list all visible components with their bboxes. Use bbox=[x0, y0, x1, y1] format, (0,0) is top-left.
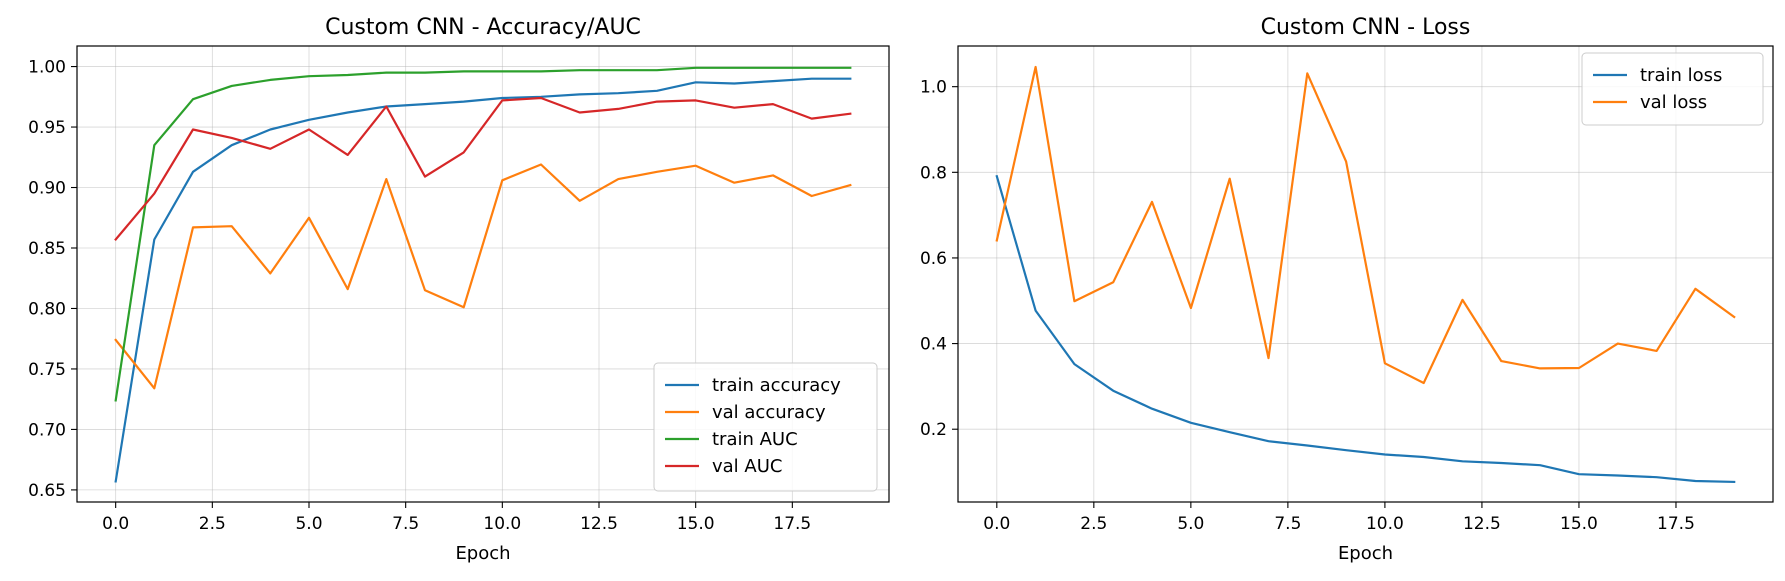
x-tick-label: 12.5 bbox=[580, 514, 618, 534]
x-axis-label: Epoch bbox=[455, 543, 510, 564]
x-tick-label: 17.5 bbox=[1657, 514, 1695, 534]
y-tick-label: 0.70 bbox=[28, 420, 66, 440]
y-tick-label: 0.85 bbox=[28, 239, 66, 259]
x-tick-label: 12.5 bbox=[1463, 514, 1501, 534]
x-tick-label: 17.5 bbox=[773, 514, 811, 534]
x-tick-label: 7.5 bbox=[392, 514, 419, 534]
series-line-val-loss bbox=[995, 65, 1736, 385]
legend-box bbox=[1581, 52, 1764, 126]
series-line-val-auc bbox=[114, 96, 852, 242]
x-axis-label: Epoch bbox=[1338, 543, 1393, 564]
y-tick-label: 1.0 bbox=[920, 78, 947, 98]
x-tick-label: 10.0 bbox=[1366, 514, 1404, 534]
x-tick-label: 2.5 bbox=[199, 514, 226, 534]
legend-label: train accuracy bbox=[712, 375, 841, 396]
y-ticks: 0.2 0.4 0.6 0.8 1.0 bbox=[920, 78, 958, 440]
y-tick-label: 0.2 bbox=[920, 420, 947, 440]
loss-panel: 0.0 2.5 5.0 7.5 10.0 12.5 15.0 17.5 0.20.40.60.… bbox=[920, 15, 1774, 564]
legend-box bbox=[653, 362, 878, 492]
x-tick-label: 2.5 bbox=[1080, 514, 1107, 534]
chart-title: Custom CNN - Loss bbox=[1261, 15, 1471, 40]
series-lines bbox=[995, 65, 1736, 484]
y-tick-label: 0.4 bbox=[920, 335, 947, 355]
series-line-train-auc bbox=[114, 66, 852, 402]
legend-label: val AUC bbox=[712, 456, 782, 477]
x-tick-label: 5.0 bbox=[295, 514, 322, 534]
x-tick-label: 7.5 bbox=[1274, 514, 1301, 534]
y-ticks: 0.65 0.70 0.75 0.80 0.85 0.90 0.95 1.00 bbox=[28, 58, 77, 501]
x-tick-label: 0.0 bbox=[983, 514, 1010, 534]
y-tick-label: 0.75 bbox=[28, 360, 66, 380]
legend: train loss val loss bbox=[1581, 52, 1764, 126]
legend-label: train loss bbox=[1640, 65, 1722, 86]
series-line-train-accuracy bbox=[114, 77, 852, 483]
y-tick-label: 1.00 bbox=[28, 58, 66, 78]
y-tick-label: 0.80 bbox=[28, 299, 66, 319]
plot-frame bbox=[957, 45, 1774, 503]
x-tick-label: 15.0 bbox=[1560, 514, 1598, 534]
y-tick-label: 0.6 bbox=[920, 249, 947, 269]
x-ticks: 0.0 2.5 5.0 7.5 10.0 12.5 15.0 17.5 bbox=[102, 502, 811, 534]
y-tick-label: 0.8 bbox=[920, 163, 947, 183]
legend-label: train AUC bbox=[712, 429, 798, 450]
x-tick-label: 15.0 bbox=[677, 514, 715, 534]
legend-label: val accuracy bbox=[712, 402, 826, 423]
x-tick-label: 10.0 bbox=[483, 514, 521, 534]
chart-title: Custom CNN - Accuracy/AUC bbox=[325, 15, 641, 40]
series-line-train-loss bbox=[995, 174, 1736, 484]
x-tick-label: 0.0 bbox=[102, 514, 129, 534]
legend: train accuracy val accuracy train AUC val A… bbox=[653, 362, 878, 492]
x-tick-label: 5.0 bbox=[1177, 514, 1204, 534]
series-line-val-accuracy bbox=[114, 163, 852, 390]
plot-frame bbox=[76, 45, 890, 503]
accuracy-auc-panel: 0.0 2.5 5.0 7.5 10.0 12.5 15.0 17.5 0.65 0.70 0.7… bbox=[28, 15, 890, 564]
x-ticks: 0.0 2.5 5.0 7.5 10.0 12.5 15.0 17.5 bbox=[983, 502, 1695, 534]
y-tick-label: 0.90 bbox=[28, 179, 66, 199]
y-tick-label: 0.65 bbox=[28, 481, 66, 501]
series-lines bbox=[114, 66, 852, 483]
legend-label: val loss bbox=[1640, 92, 1707, 113]
y-tick-label: 0.95 bbox=[28, 118, 66, 138]
grid bbox=[958, 46, 1773, 502]
